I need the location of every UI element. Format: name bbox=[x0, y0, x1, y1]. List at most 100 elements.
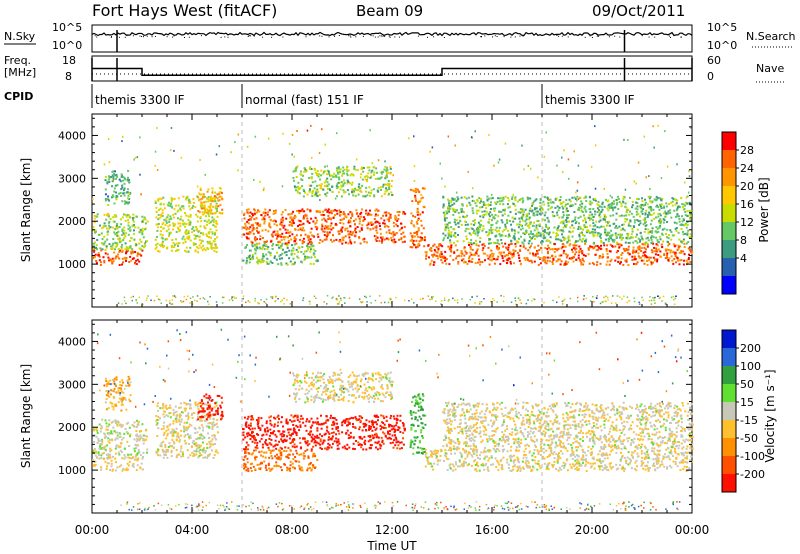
scatter-cell bbox=[603, 187, 605, 190]
scatter-cell bbox=[599, 262, 602, 265]
scatter-cell bbox=[551, 255, 554, 257]
scatter-cell bbox=[131, 299, 133, 302]
scatter-cell bbox=[357, 215, 360, 218]
scatter-cell bbox=[267, 251, 270, 254]
scatter-cell bbox=[160, 302, 162, 304]
scatter-cell bbox=[112, 195, 115, 198]
scatter-cell bbox=[654, 302, 656, 304]
scatter-cell bbox=[399, 222, 402, 225]
scatter-cell bbox=[453, 251, 456, 254]
scatter-cell bbox=[547, 219, 550, 222]
noise-left-label: N.Sky bbox=[4, 30, 36, 43]
scatter-cell bbox=[267, 246, 270, 248]
scatter-cell bbox=[110, 449, 113, 452]
scatter-cell bbox=[654, 296, 656, 299]
scatter-cell bbox=[489, 258, 492, 261]
scatter-cell bbox=[170, 303, 173, 305]
scatter-cell bbox=[536, 213, 539, 216]
scatter-cell bbox=[638, 303, 641, 305]
scatter-cell bbox=[463, 211, 465, 214]
scatter-cell bbox=[242, 295, 245, 297]
scatter-cell bbox=[546, 247, 549, 250]
scatter-cell bbox=[532, 254, 535, 257]
scatter-cell bbox=[135, 259, 138, 262]
scatter-cell bbox=[154, 164, 156, 167]
scatter-cell bbox=[191, 231, 194, 234]
scatter-cell bbox=[262, 189, 265, 192]
scatter-cell bbox=[517, 231, 520, 234]
scatter-cell bbox=[121, 230, 124, 233]
scatter-cell bbox=[170, 451, 173, 454]
scatter-cell bbox=[360, 227, 363, 230]
scatter-cell bbox=[304, 215, 307, 218]
scatter-cell bbox=[514, 242, 517, 245]
scatter-cell bbox=[350, 217, 352, 220]
scatter-cell bbox=[475, 204, 478, 207]
scatter-cell bbox=[301, 210, 304, 213]
scatter-cell bbox=[141, 230, 144, 232]
scatter-cell bbox=[494, 229, 497, 231]
scatter-cell bbox=[109, 379, 112, 382]
scatter-cell bbox=[476, 200, 479, 203]
scatter-cell bbox=[205, 215, 207, 218]
scatter-cell bbox=[143, 242, 146, 245]
scatter-cell bbox=[641, 197, 643, 200]
scatter-cell bbox=[637, 255, 640, 258]
scatter-cell bbox=[165, 217, 168, 220]
scatter-cell bbox=[258, 258, 261, 261]
scatter-cell bbox=[265, 253, 268, 256]
cpid-segment-label: themis 3300 IF bbox=[545, 93, 635, 107]
scatter-cell bbox=[103, 446, 106, 449]
scatter-cell bbox=[501, 221, 504, 224]
scatter-cell bbox=[369, 295, 371, 298]
scatter-cell bbox=[637, 237, 640, 240]
scatter-cell bbox=[413, 165, 416, 168]
scatter-cell bbox=[641, 203, 643, 206]
scatter-cell bbox=[658, 219, 661, 222]
scatter-cell bbox=[121, 391, 124, 394]
scatter-cell bbox=[203, 207, 206, 210]
scatter-cell bbox=[349, 211, 352, 214]
scatter-cell bbox=[100, 426, 103, 429]
scatter-cell bbox=[125, 260, 127, 262]
scatter-cell bbox=[302, 195, 305, 198]
scatter-cell bbox=[171, 303, 174, 305]
scatter-cell bbox=[535, 207, 538, 210]
scatter-cell bbox=[456, 240, 459, 243]
freq-left-tick-bottom: 8 bbox=[65, 70, 72, 83]
scatter-cell bbox=[594, 253, 597, 256]
scatter-cell bbox=[394, 241, 397, 243]
scatter-cell bbox=[594, 125, 596, 128]
scatter-cell bbox=[173, 197, 176, 200]
scatter-cell bbox=[178, 242, 181, 244]
scatter-cell bbox=[142, 442, 145, 445]
scatter-cell bbox=[201, 207, 204, 210]
y-tick-label: 4000 bbox=[58, 129, 86, 142]
scatter-cell bbox=[92, 464, 95, 467]
scatter-cell bbox=[522, 244, 525, 247]
scatter-cell bbox=[234, 141, 236, 144]
scatter-cell bbox=[105, 398, 108, 401]
scatter-cell bbox=[285, 217, 288, 220]
scatter-cell bbox=[126, 191, 129, 194]
scatter-cell bbox=[281, 221, 284, 224]
scatter-cell bbox=[562, 207, 565, 210]
scatter-cell bbox=[110, 389, 113, 392]
scatter-cell bbox=[649, 296, 651, 298]
scatter-cell bbox=[221, 296, 224, 299]
scatter-cell bbox=[120, 398, 123, 401]
scatter-cell bbox=[672, 243, 675, 246]
scatter-cell bbox=[253, 227, 256, 230]
noise-search-point bbox=[480, 36, 482, 38]
scatter-cell bbox=[104, 377, 107, 380]
scatter-cell bbox=[556, 249, 559, 252]
scatter-cell bbox=[509, 262, 512, 265]
scatter-cell bbox=[107, 440, 110, 443]
scatter-cell bbox=[519, 250, 522, 252]
scatter-cell bbox=[302, 299, 304, 302]
scatter-cell bbox=[642, 299, 644, 301]
scatter-cell bbox=[620, 244, 623, 247]
scatter-cell bbox=[615, 212, 618, 215]
scatter-cell bbox=[131, 248, 134, 251]
scatter-cell bbox=[563, 245, 566, 248]
